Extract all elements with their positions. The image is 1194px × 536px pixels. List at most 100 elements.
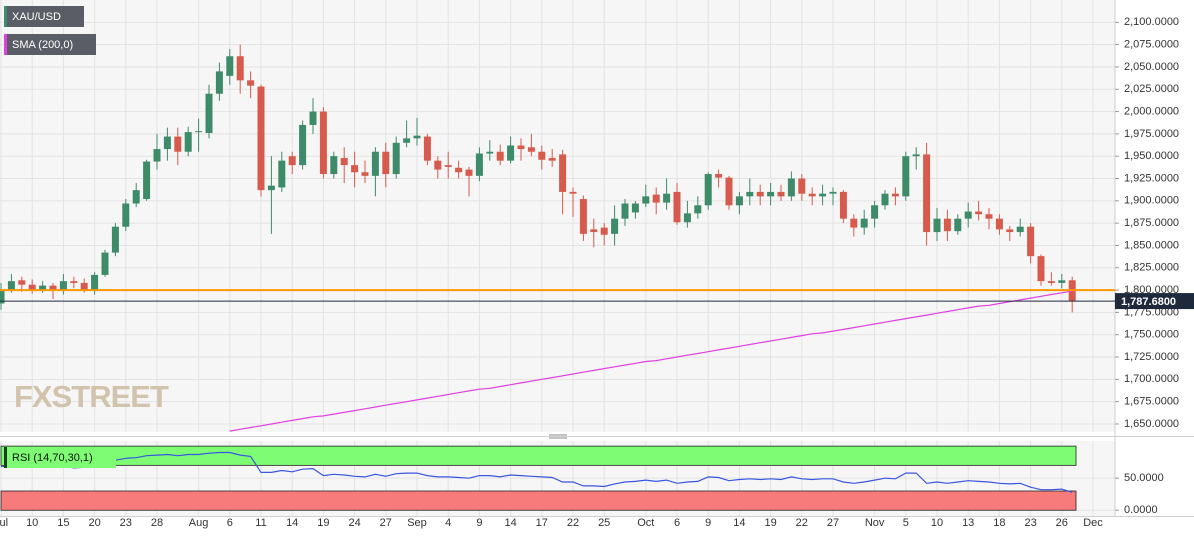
x-tick-label: 6	[227, 517, 233, 529]
candle-body	[184, 132, 192, 152]
x-tick-label: 22	[567, 517, 579, 529]
candle-body	[174, 136, 182, 152]
x-tick-label: 17	[536, 517, 548, 529]
x-tick-label: Jul	[0, 517, 8, 529]
candle-body	[434, 160, 442, 170]
y-tick-label: 1,725.0000	[1124, 351, 1179, 363]
x-tick-label: 26	[1056, 517, 1068, 529]
x-tick-label: 14	[286, 517, 298, 529]
candle-body	[1016, 226, 1024, 233]
x-tick-label: 5	[903, 517, 909, 529]
candle-body	[91, 274, 99, 291]
candle-body	[642, 196, 650, 204]
candle-body	[600, 227, 608, 235]
legend-label: SMA (200,0)	[12, 39, 73, 51]
candle-body	[538, 151, 546, 160]
candle-body	[163, 136, 171, 150]
candle-body	[0, 290, 5, 304]
candle-body	[985, 214, 993, 219]
candle-body	[444, 165, 452, 167]
x-tick-label: Sep	[407, 517, 427, 529]
candle-body	[507, 145, 515, 161]
y-tick-label: 1,700.0000	[1124, 373, 1179, 385]
x-tick-label: 9	[476, 517, 482, 529]
candle-body	[330, 156, 338, 175]
candle-body	[215, 71, 223, 94]
candle-body	[195, 131, 203, 133]
candle-body	[28, 284, 36, 291]
candle-body	[1037, 256, 1045, 282]
candle-body	[351, 165, 359, 173]
candle-body	[631, 203, 639, 213]
candle-body	[7, 281, 15, 291]
x-tick-label: 14	[504, 517, 516, 529]
x-tick-label: 28	[151, 517, 163, 529]
y-tick-label: 0.0000	[1124, 504, 1158, 516]
candle-body	[403, 138, 411, 143]
candle-body	[673, 191, 681, 223]
candle-body	[746, 191, 754, 197]
candle-body	[226, 56, 234, 76]
candle-body	[611, 218, 619, 234]
candle-body	[548, 157, 556, 161]
candle-body	[267, 185, 275, 191]
x-tick-label: Aug	[189, 517, 209, 529]
x-tick-label: 18	[993, 517, 1005, 529]
candle-body	[725, 177, 733, 206]
y-tick-label: 1,875.0000	[1124, 217, 1179, 229]
y-tick-label: 2,075.0000	[1124, 39, 1179, 51]
y-tick-label: 2,050.0000	[1124, 61, 1179, 73]
legend-box	[4, 447, 116, 468]
candle-body	[111, 226, 119, 253]
rsi-band	[0, 490, 1077, 511]
candle-body	[839, 191, 847, 219]
candle-body	[49, 285, 57, 291]
candle-body	[278, 160, 286, 188]
x-tick-label: 22	[796, 517, 808, 529]
candle-body	[496, 151, 504, 161]
candle-body	[527, 147, 535, 152]
legend-box	[4, 6, 84, 27]
candle-body	[122, 203, 130, 227]
x-tick-label: 19	[317, 517, 329, 529]
y-tick-label: 1,950.0000	[1124, 150, 1179, 162]
x-tick-label: 24	[348, 517, 360, 529]
y-tick-label: 1,650.0000	[1124, 418, 1179, 430]
x-tick-label: 19	[764, 517, 776, 529]
candle-body	[923, 154, 931, 233]
candle-body	[590, 229, 598, 233]
y-tick-label: 1,825.0000	[1124, 262, 1179, 274]
candle-body	[891, 193, 899, 197]
candle-body	[59, 281, 67, 291]
candle-body	[486, 151, 494, 154]
x-tick-label: 27	[380, 517, 392, 529]
candle-body	[798, 178, 806, 194]
x-tick-label: 4	[445, 517, 451, 529]
candle-body	[413, 135, 421, 139]
series-line	[0, 451, 1073, 493]
candle-body	[361, 172, 369, 176]
x-tick-label: Dec	[1083, 517, 1103, 529]
y-tick-label: 50.0000	[1124, 472, 1164, 484]
candle-body	[569, 191, 577, 194]
y-tick-label: 2,025.0000	[1124, 83, 1179, 95]
y-tick-label: 1,925.0000	[1124, 172, 1179, 184]
candle-body	[663, 193, 671, 203]
candle-body	[319, 111, 327, 175]
x-tick-label: 9	[705, 517, 711, 529]
candle-body	[850, 218, 858, 228]
candle-body	[787, 178, 795, 197]
separator-handle[interactable]	[549, 434, 567, 439]
candle-body	[80, 282, 88, 291]
y-tick-label: 1,675.0000	[1124, 396, 1179, 408]
candle-body	[559, 154, 567, 192]
legend-swatch	[4, 447, 7, 468]
watermark: FXSTREET	[14, 379, 169, 414]
x-tick-label: 11	[255, 517, 266, 529]
y-tick-label: 1,750.0000	[1124, 329, 1179, 341]
y-tick-label: 2,100.0000	[1124, 16, 1179, 28]
x-tick-label: Nov	[865, 517, 885, 529]
legend-label: XAU/USD	[12, 11, 61, 23]
candle-body	[309, 111, 317, 125]
candle-body	[954, 218, 962, 232]
